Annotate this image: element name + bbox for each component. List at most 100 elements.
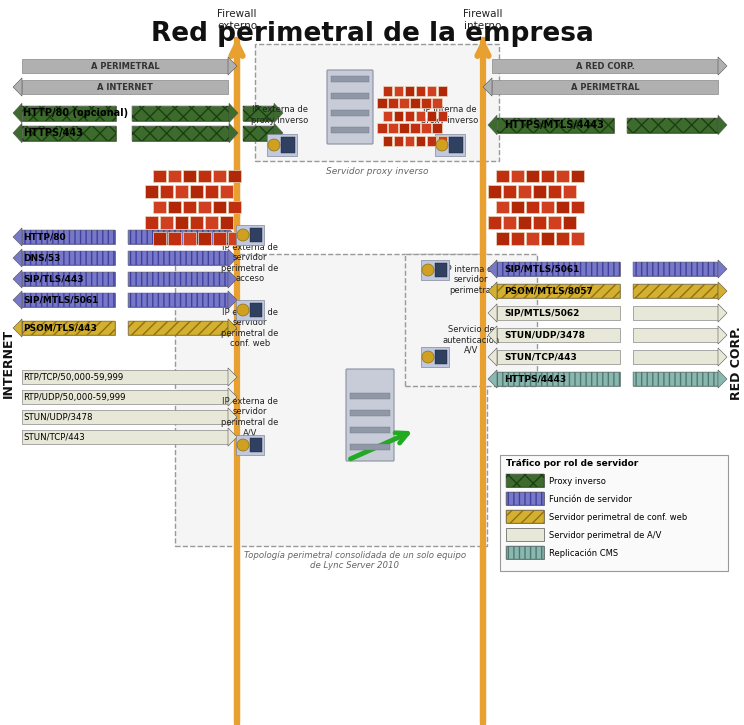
Bar: [281, 137, 295, 153]
Bar: [250, 303, 262, 317]
Polygon shape: [718, 282, 727, 300]
Bar: [182, 201, 196, 213]
Polygon shape: [228, 408, 237, 426]
Bar: [540, 232, 554, 244]
Polygon shape: [229, 123, 238, 143]
Text: Tráfico por rol de servidor: Tráfico por rol de servidor: [506, 459, 638, 468]
Bar: [497, 372, 620, 386]
Bar: [22, 370, 228, 384]
Bar: [394, 111, 403, 120]
Bar: [228, 170, 241, 182]
Bar: [22, 106, 116, 120]
Bar: [437, 111, 447, 120]
Bar: [633, 284, 718, 298]
Bar: [435, 263, 447, 277]
Text: SIP/MTLS/5061: SIP/MTLS/5061: [23, 296, 98, 304]
Polygon shape: [228, 249, 237, 267]
Bar: [243, 106, 274, 120]
FancyBboxPatch shape: [405, 254, 537, 386]
Text: Firewall
interno: Firewall interno: [464, 9, 503, 31]
Bar: [506, 510, 544, 523]
Bar: [426, 111, 436, 120]
Bar: [350, 393, 390, 399]
Text: Replicación CMS: Replicación CMS: [549, 548, 618, 558]
Text: HTTPS/443: HTTPS/443: [23, 128, 83, 138]
Bar: [633, 350, 718, 364]
Bar: [197, 232, 211, 244]
Bar: [128, 293, 228, 307]
Bar: [497, 117, 614, 133]
Bar: [243, 125, 274, 141]
Polygon shape: [483, 78, 492, 96]
Text: Firewall
externo: Firewall externo: [217, 9, 257, 31]
Polygon shape: [274, 123, 283, 143]
Bar: [394, 136, 403, 146]
Polygon shape: [228, 428, 237, 446]
Bar: [132, 106, 229, 120]
Bar: [488, 185, 501, 198]
Text: Red perimetral de la empresa: Red perimetral de la empresa: [150, 21, 594, 47]
Bar: [128, 272, 228, 286]
Bar: [350, 427, 390, 433]
Bar: [350, 444, 390, 450]
Bar: [633, 284, 718, 298]
Text: STUN/UDP/3478: STUN/UDP/3478: [504, 331, 585, 339]
Bar: [405, 111, 414, 120]
Bar: [518, 217, 531, 229]
Circle shape: [237, 229, 249, 241]
Bar: [503, 185, 516, 198]
Bar: [250, 228, 262, 242]
Bar: [497, 372, 620, 386]
Text: IP interna de
servidor
perimetral: IP interna de servidor perimetral: [444, 265, 498, 295]
Polygon shape: [718, 348, 727, 366]
Bar: [220, 217, 233, 229]
Text: Servidor proxy inverso: Servidor proxy inverso: [326, 167, 429, 176]
Bar: [22, 251, 115, 265]
Bar: [197, 170, 211, 182]
Bar: [236, 225, 264, 245]
Bar: [22, 272, 115, 286]
Bar: [556, 201, 568, 213]
Bar: [153, 201, 166, 213]
Text: SIP/MTLS/5061: SIP/MTLS/5061: [504, 265, 580, 273]
Bar: [22, 293, 115, 307]
Text: STUN/TCP/443: STUN/TCP/443: [23, 433, 85, 442]
Bar: [506, 492, 544, 505]
Bar: [132, 125, 229, 141]
Bar: [153, 232, 166, 244]
Bar: [627, 117, 718, 133]
Bar: [128, 272, 228, 286]
Bar: [220, 185, 233, 198]
Bar: [421, 347, 449, 367]
Polygon shape: [228, 270, 237, 288]
Bar: [22, 272, 115, 286]
Bar: [350, 410, 390, 416]
Bar: [128, 230, 228, 244]
Polygon shape: [228, 368, 237, 386]
Bar: [415, 111, 425, 120]
Bar: [503, 217, 516, 229]
Bar: [633, 262, 718, 276]
Text: Servicio de
autenticación
A/V: Servicio de autenticación A/V: [443, 325, 500, 355]
Bar: [394, 86, 403, 96]
Circle shape: [422, 264, 434, 276]
Text: A PERIMETRAL: A PERIMETRAL: [571, 83, 639, 91]
Bar: [22, 230, 115, 244]
Bar: [488, 217, 501, 229]
Bar: [405, 136, 414, 146]
Text: HTTP/80: HTTP/80: [23, 233, 65, 241]
Bar: [633, 372, 718, 386]
Bar: [243, 125, 274, 141]
Bar: [437, 86, 447, 96]
Text: IP interna de
proxy inverso: IP interna de proxy inverso: [421, 105, 478, 125]
Polygon shape: [13, 319, 22, 337]
Bar: [167, 170, 181, 182]
Polygon shape: [718, 304, 727, 322]
Text: Proxy inverso: Proxy inverso: [549, 476, 606, 486]
Bar: [497, 284, 620, 298]
Bar: [437, 136, 447, 146]
Bar: [128, 230, 228, 244]
Polygon shape: [718, 57, 727, 75]
Polygon shape: [13, 103, 22, 123]
Bar: [205, 185, 218, 198]
